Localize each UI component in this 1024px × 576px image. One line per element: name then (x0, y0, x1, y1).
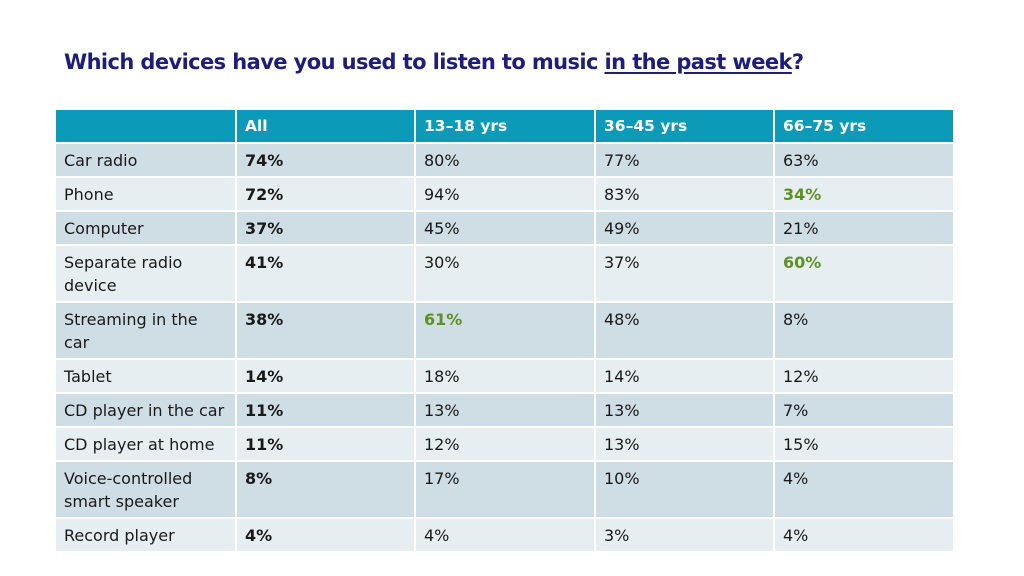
title-prefix: Which devices have you used to listen to… (64, 50, 605, 74)
table-body: Car radio 74% 80% 77% 63% Phone 72% 94% 83% 34% Co… (56, 142, 955, 551)
cell-value: 34% (774, 176, 955, 211)
cell-all: 11% (236, 392, 416, 427)
table-row: Separate radio device 41% 30% 37% 60% (56, 244, 955, 302)
cell-value: 15% (774, 426, 955, 461)
table-row: CD player in the car 11% 13% 13% 7% (56, 392, 955, 427)
cell-value: 61% (415, 301, 596, 359)
header-66-75: 66–75 yrs (774, 110, 955, 143)
table-row: CD player at home 11% 12% 13% 15% (56, 426, 955, 461)
survey-table: All 13–18 yrs 36–45 yrs 66–75 yrs Car ra… (56, 110, 955, 551)
cell-all: 37% (236, 210, 416, 245)
device-label: Streaming in the car (56, 301, 237, 359)
cell-value: 13% (415, 392, 596, 427)
cell-value: 60% (774, 244, 955, 302)
device-label: Record player (56, 517, 237, 551)
cell-value: 4% (774, 517, 955, 551)
cell-all: 41% (236, 244, 416, 302)
cell-value: 7% (774, 392, 955, 427)
cell-value: 49% (595, 210, 775, 245)
cell-value: 80% (415, 142, 596, 177)
header-36-45: 36–45 yrs (595, 110, 775, 143)
cell-value: 37% (595, 244, 775, 302)
cell-value: 30% (415, 244, 596, 302)
header-row: All 13–18 yrs 36–45 yrs 66–75 yrs (56, 110, 955, 143)
cell-value: 77% (595, 142, 775, 177)
cell-all: 74% (236, 142, 416, 177)
cell-all: 4% (236, 517, 416, 551)
cell-value: 4% (774, 460, 955, 518)
title-emphasis: in the past week (604, 50, 793, 74)
cell-value: 4% (415, 517, 596, 551)
cell-value: 83% (595, 176, 775, 211)
device-label: Computer (56, 210, 237, 245)
device-label: Phone (56, 176, 237, 211)
table-row: Voice-controlled smart speaker 8% 17% 10% 4% (56, 460, 955, 518)
cell-value: 45% (415, 210, 596, 245)
cell-all: 38% (236, 301, 416, 359)
cell-all: 72% (236, 176, 416, 211)
table-row: Tablet 14% 18% 14% 12% (56, 358, 955, 393)
title-suffix: ? (791, 50, 804, 74)
cell-value: 12% (774, 358, 955, 393)
cell-value: 13% (595, 426, 775, 461)
header-device (56, 110, 237, 143)
device-label: CD player in the car (56, 392, 237, 427)
device-label: Car radio (56, 142, 237, 177)
cell-value: 17% (415, 460, 596, 518)
cell-value: 63% (774, 142, 955, 177)
cell-value: 8% (774, 301, 955, 359)
cell-all: 8% (236, 460, 416, 518)
cell-value: 3% (595, 517, 775, 551)
cell-value: 21% (774, 210, 955, 245)
cell-value: 18% (415, 358, 596, 393)
table-row: Car radio 74% 80% 77% 63% (56, 142, 955, 177)
device-label: Separate radio device (56, 244, 237, 302)
table-row: Computer 37% 45% 49% 21% (56, 210, 955, 245)
cell-value: 14% (595, 358, 775, 393)
cell-all: 11% (236, 426, 416, 461)
page-title: Which devices have you used to listen to… (64, 50, 804, 74)
cell-value: 13% (595, 392, 775, 427)
cell-value: 94% (415, 176, 596, 211)
cell-value: 10% (595, 460, 775, 518)
header-all: All (236, 110, 416, 143)
device-label: Tablet (56, 358, 237, 393)
table-row: Record player 4% 4% 3% 4% (56, 517, 955, 551)
header-13-18: 13–18 yrs (415, 110, 596, 143)
device-label: Voice-controlled smart speaker (56, 460, 237, 518)
cell-all: 14% (236, 358, 416, 393)
table-row: Streaming in the car 38% 61% 48% 8% (56, 301, 955, 359)
cell-value: 12% (415, 426, 596, 461)
cell-value: 48% (595, 301, 775, 359)
table-row: Phone 72% 94% 83% 34% (56, 176, 955, 211)
device-label: CD player at home (56, 426, 237, 461)
